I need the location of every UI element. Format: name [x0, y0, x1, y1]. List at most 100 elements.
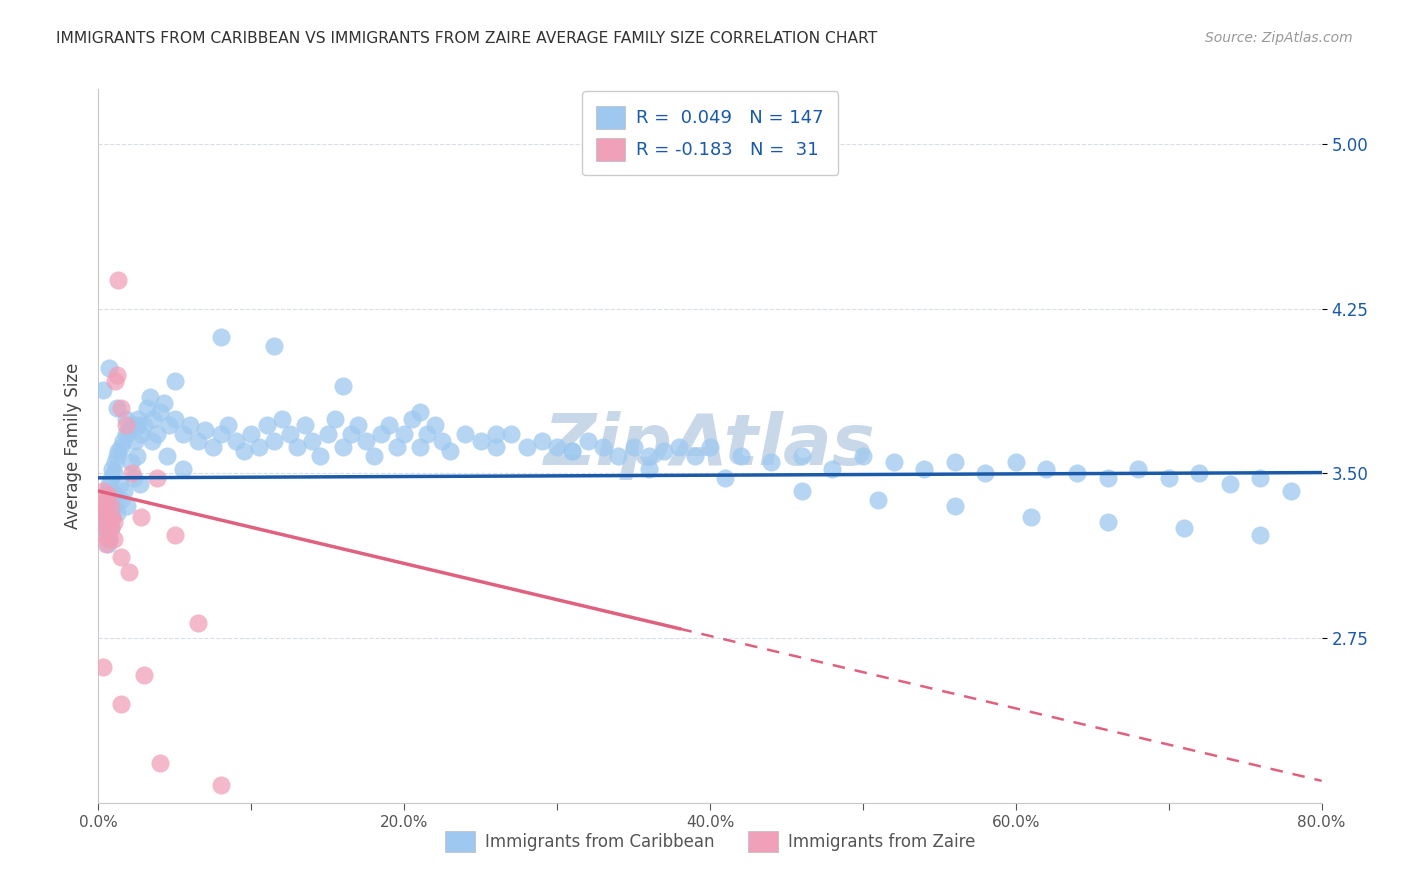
Point [103, 467, 125, 481]
Point [868, 492, 890, 507]
Point [111, 434, 134, 448]
Point [94, 492, 117, 507]
Point [607, 449, 630, 463]
Point [121, 467, 143, 481]
Point [730, 449, 752, 463]
Point [209, 426, 232, 441]
Point [912, 462, 935, 476]
Point [104, 455, 127, 469]
Point [100, 521, 122, 535]
Point [1279, 483, 1302, 498]
Point [104, 374, 127, 388]
Point [852, 449, 875, 463]
Point [1188, 467, 1211, 481]
Point [97, 537, 120, 551]
Point [699, 440, 721, 454]
Point [378, 418, 401, 433]
Point [90, 510, 112, 524]
Point [294, 418, 316, 433]
Point [285, 440, 308, 454]
Point [232, 444, 254, 458]
Point [149, 405, 172, 419]
Point [91, 483, 114, 498]
Point [943, 500, 966, 514]
Point [128, 477, 150, 491]
Legend: Immigrants from Caribbean, Immigrants from Zaire: Immigrants from Caribbean, Immigrants fr… [439, 824, 981, 859]
Point [101, 510, 124, 524]
Point [501, 426, 523, 441]
Point [683, 449, 706, 463]
Point [134, 668, 156, 682]
Point [790, 483, 813, 498]
Point [974, 467, 997, 481]
Point [120, 455, 142, 469]
Point [121, 418, 143, 433]
Point [104, 488, 127, 502]
Point [93, 500, 115, 514]
Point [385, 440, 408, 454]
Point [105, 506, 128, 520]
Point [110, 697, 132, 711]
Point [187, 434, 209, 448]
Point [408, 405, 430, 419]
Point [105, 368, 128, 382]
Point [347, 418, 370, 433]
Point [100, 500, 122, 514]
Point [270, 411, 292, 425]
Point [139, 390, 162, 404]
Point [546, 440, 568, 454]
Point [623, 440, 645, 454]
Point [149, 756, 172, 771]
Point [202, 440, 225, 454]
Point [93, 528, 115, 542]
Text: Source: ZipAtlas.com: Source: ZipAtlas.com [1205, 31, 1353, 45]
Point [470, 434, 492, 448]
Point [136, 401, 159, 415]
Point [153, 396, 176, 410]
Point [439, 444, 461, 458]
Point [401, 411, 423, 425]
Point [561, 444, 583, 458]
Point [1249, 528, 1271, 542]
Point [240, 426, 263, 441]
Point [301, 434, 323, 448]
Point [790, 449, 813, 463]
Point [91, 383, 114, 397]
Point [145, 426, 167, 441]
Point [194, 423, 217, 437]
Point [127, 411, 149, 425]
Point [1219, 477, 1241, 491]
Point [408, 440, 430, 454]
Point [98, 515, 121, 529]
Point [115, 418, 138, 433]
Point [91, 515, 114, 529]
Point [1097, 515, 1119, 529]
Point [141, 434, 163, 448]
Point [163, 411, 186, 425]
Point [98, 533, 121, 547]
Point [354, 434, 377, 448]
Point [94, 500, 117, 514]
Point [103, 500, 125, 514]
Point [1097, 471, 1119, 485]
Point [163, 374, 186, 388]
Point [105, 401, 128, 415]
Point [115, 426, 138, 441]
Point [530, 434, 553, 448]
Point [110, 492, 132, 507]
Y-axis label: Average Family Size: Average Family Size [63, 363, 82, 529]
Text: IMMIGRANTS FROM CARIBBEAN VS IMMIGRANTS FROM ZAIRE AVERAGE FAMILY SIZE CORRELATI: IMMIGRANTS FROM CARIBBEAN VS IMMIGRANTS … [56, 31, 877, 46]
Point [637, 462, 661, 476]
Point [110, 401, 132, 415]
Point [332, 378, 354, 392]
Point [416, 426, 439, 441]
Point [157, 418, 180, 433]
Point [247, 440, 270, 454]
Point [117, 500, 139, 514]
Point [883, 455, 905, 469]
Point [592, 440, 614, 454]
Point [209, 778, 232, 792]
Point [209, 330, 232, 344]
Point [110, 549, 132, 564]
Point [363, 449, 385, 463]
